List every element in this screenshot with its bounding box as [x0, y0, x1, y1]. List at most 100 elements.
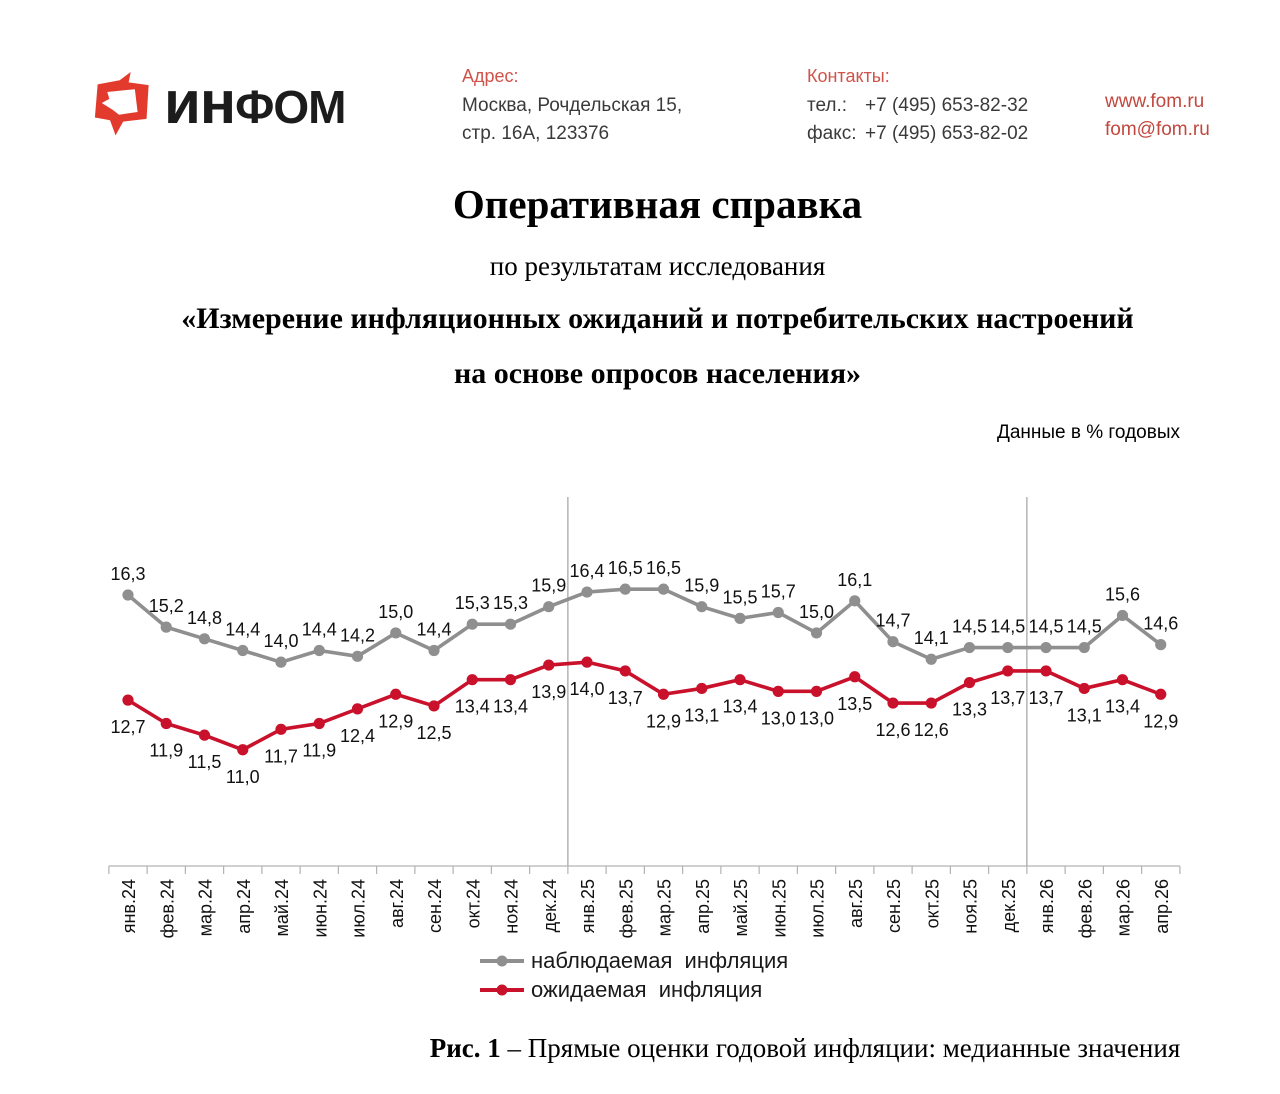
- data-point-marker: [198, 633, 211, 645]
- data-point-marker: [734, 674, 746, 686]
- legend-item-expected: ожидаемая инфляция: [479, 977, 801, 1003]
- data-point-label: 13,5: [837, 694, 872, 714]
- data-point-marker: [313, 644, 325, 657]
- data-point-marker: [160, 621, 172, 633]
- data-point-marker: [849, 671, 861, 683]
- data-point-label: 12,6: [914, 720, 949, 740]
- email-link[interactable]: fom@fom.ru: [1105, 119, 1210, 140]
- data-point-marker: [1002, 665, 1014, 677]
- x-axis-label: дек.25: [999, 879, 1019, 932]
- data-point-label: 16,1: [837, 570, 872, 590]
- website-link[interactable]: www.fom.ru: [1105, 91, 1205, 112]
- contacts-label: Контакты:: [807, 66, 890, 86]
- data-point-marker: [1155, 639, 1167, 651]
- data-point-label: 15,2: [149, 596, 184, 616]
- x-axis-label: июн.25: [769, 879, 789, 938]
- data-point-marker: [581, 586, 593, 598]
- address-label: Адрес:: [462, 66, 519, 86]
- data-point-label: 15,6: [1105, 584, 1140, 604]
- data-point-label: 14,5: [1067, 617, 1102, 637]
- data-point-label: 13,3: [952, 700, 987, 720]
- page-subtitle: по результатам исследования: [489, 251, 826, 281]
- observed-inflation-line: [126, 587, 1162, 664]
- data-point-marker: [504, 674, 517, 686]
- x-axis-label: мар.25: [655, 879, 675, 936]
- chart-legend: наблюдаемая инфляция ожидаемая инфляция: [0, 948, 1280, 1003]
- data-point-label: 11,9: [302, 740, 336, 760]
- x-axis-label: авг.24: [387, 879, 407, 928]
- x-axis-label: май.25: [731, 879, 751, 936]
- legend-label-observed: наблюдаемая инфляция: [531, 948, 789, 973]
- x-axis-label: окт.25: [922, 879, 942, 928]
- x-axis-label: ноя.24: [502, 879, 522, 934]
- data-point-label: 13,4: [455, 697, 490, 717]
- data-point-label: 13,0: [761, 708, 796, 728]
- data-point-label: 15,5: [722, 587, 757, 607]
- data-point-marker: [390, 688, 402, 700]
- logo-bubble-cutout: [101, 89, 138, 115]
- data-point-label: 11,9: [149, 740, 183, 760]
- data-point-marker: [1116, 674, 1129, 686]
- data-point-marker: [351, 650, 364, 662]
- fax-number: +7 (495) 653-82-02: [865, 123, 1029, 144]
- data-point-marker: [1078, 641, 1090, 654]
- fax-row: факс: +7 (495) 653-82-02: [807, 120, 1028, 148]
- data-point-label: 13,4: [493, 697, 528, 717]
- data-point-marker: [772, 606, 784, 619]
- data-point-label: 13,4: [722, 697, 757, 717]
- data-point-marker: [581, 656, 593, 668]
- data-point-label: 12,4: [340, 726, 375, 746]
- observed-series-marker-icon: [480, 955, 524, 967]
- x-axis-label: апр.26: [1152, 879, 1172, 934]
- data-point-label: 15,0: [378, 602, 413, 622]
- data-point-marker: [963, 677, 976, 689]
- data-point-label: 14,7: [875, 611, 910, 631]
- data-point-marker: [619, 583, 631, 595]
- data-point-marker: [237, 744, 249, 756]
- data-point-marker: [1078, 682, 1090, 695]
- x-axis-label: сен.25: [884, 879, 904, 933]
- data-point-label: 14,0: [569, 679, 604, 699]
- data-point-label: 11,5: [188, 752, 222, 772]
- data-point-marker: [925, 653, 937, 665]
- data-point-marker: [696, 601, 708, 613]
- x-axis-label: дек.24: [540, 879, 560, 932]
- data-point-marker: [237, 644, 249, 657]
- chart-units-note: Данные в % годовых: [996, 422, 1180, 443]
- data-point-label: 16,3: [110, 564, 145, 584]
- x-axis-label: апр.24: [234, 879, 254, 934]
- data-point-marker: [122, 589, 134, 601]
- data-point-label: 13,7: [1028, 688, 1063, 708]
- data-point-marker: [198, 729, 211, 741]
- data-point-marker: [428, 644, 440, 657]
- data-point-label: 14,6: [1143, 614, 1178, 634]
- x-axis-label: мар.26: [1114, 879, 1134, 936]
- data-point-label: 14,1: [914, 628, 949, 648]
- data-point-label: 16,4: [569, 561, 604, 581]
- logo-text-upper: ФОМ: [235, 81, 346, 133]
- x-axis-label: фев.26: [1075, 879, 1095, 938]
- data-point-marker: [466, 618, 478, 630]
- data-point-label: 15,9: [684, 576, 719, 596]
- data-point-marker: [313, 717, 325, 730]
- expected-series-marker-icon: [480, 984, 524, 996]
- figure-caption-text: – Прямые оценки годовой инфляции: медиан…: [507, 1033, 1181, 1063]
- data-point-label: 14,2: [340, 625, 375, 645]
- x-axis-label: апр.25: [693, 879, 713, 934]
- phone-label: тел.:: [807, 95, 848, 116]
- data-point-marker: [657, 583, 670, 595]
- x-axis-label: ноя.25: [961, 879, 981, 934]
- data-point-marker: [122, 694, 134, 706]
- x-axis-label: фев.25: [616, 879, 636, 938]
- data-point-marker: [772, 685, 784, 697]
- data-point-marker: [810, 685, 823, 697]
- data-point-marker: [1040, 665, 1052, 677]
- data-point-label: 14,4: [302, 619, 337, 639]
- x-axis-label: сен.24: [425, 879, 445, 933]
- contacts-block: Контакты: тел.: +7 (495) 653-82-32 факс: +…: [807, 62, 1028, 148]
- data-point-label: 16,5: [646, 558, 681, 578]
- x-axis-label: май.24: [272, 879, 292, 936]
- data-point-label: 15,9: [531, 576, 566, 596]
- data-point-label: 14,8: [187, 608, 222, 628]
- address-line-2: стр. 16А, 123376: [462, 123, 610, 144]
